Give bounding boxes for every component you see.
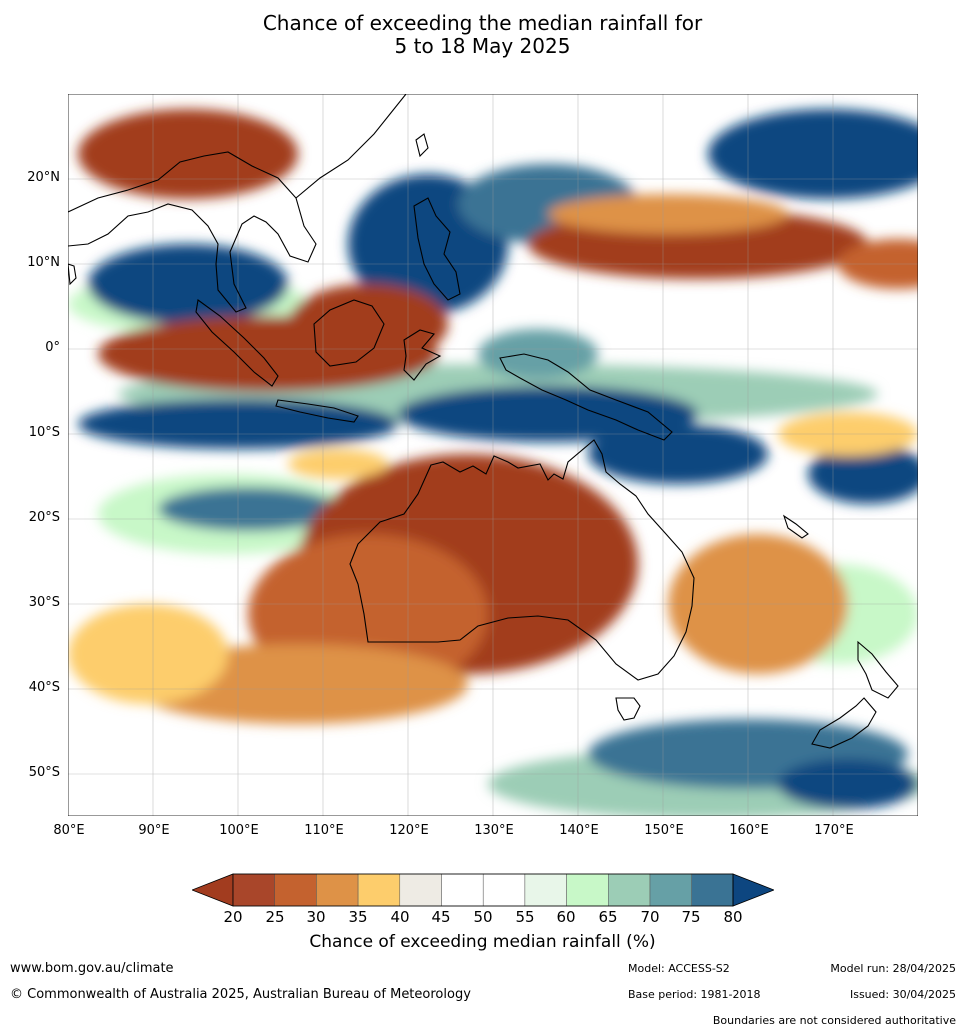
- colorbar-tick-40: 40: [390, 908, 410, 926]
- base-period: Base period: 1981-2018: [628, 988, 761, 1001]
- colorbar-tick-50: 50: [473, 908, 493, 926]
- colorbar-cell-60-65: [566, 873, 609, 907]
- colorbar: [190, 873, 776, 907]
- lon-label-110e: 110°E: [304, 823, 344, 838]
- colorbar-tick-45: 45: [431, 908, 451, 926]
- lat-label-0: 0°: [45, 340, 60, 355]
- lat-label-40s: 40°S: [28, 680, 60, 695]
- australia-coastline: [349, 439, 695, 681]
- colorbar-cell-70-75: [649, 873, 692, 907]
- new-caledonia-coastline: [782, 514, 809, 539]
- lon-label-80e: 80°E: [53, 823, 85, 838]
- coastlines: [68, 94, 899, 749]
- colorbar-tick-30: 30: [306, 908, 326, 926]
- philippines-coastline: [413, 197, 461, 301]
- colorbar-high-extend: [732, 873, 776, 907]
- lon-label-90e: 90°E: [138, 823, 170, 838]
- model-name: Model: ACCESS-S2: [628, 962, 730, 975]
- borneo-coastline: [313, 299, 385, 367]
- new-zealand-north-coastline: [857, 640, 899, 699]
- colorbar-tick-70: 70: [640, 908, 660, 926]
- colorbar-cell-65-70: [608, 873, 651, 907]
- model-run-date: Model run: 28/04/2025: [830, 962, 956, 975]
- lat-label-30s: 30°S: [28, 595, 60, 610]
- mainland-asia-north-coastline: [295, 94, 407, 199]
- colorbar-cell-20-25: [232, 873, 275, 907]
- colorbar-tick-75: 75: [681, 908, 701, 926]
- lon-label-170e: 170°E: [814, 823, 854, 838]
- rainfall-map: [68, 94, 918, 816]
- colorbar-cell-55-60: [524, 873, 567, 907]
- graticule: [68, 94, 918, 816]
- colorbar-title: Chance of exceeding median rainfall (%): [309, 932, 656, 952]
- lon-label-150e: 150°E: [644, 823, 684, 838]
- copyright-text: © Commonwealth of Australia 2025, Austra…: [10, 987, 471, 1002]
- tasmania-coastline: [615, 697, 641, 721]
- colorbar-cell-30-35: [316, 873, 359, 907]
- colorbar-cell-35-40: [357, 873, 401, 907]
- lon-label-160e: 160°E: [729, 823, 769, 838]
- colorbar-tick-35: 35: [348, 908, 368, 926]
- new-zealand-south-coastline: [811, 697, 877, 749]
- colorbar-cell-50-55: [482, 873, 526, 907]
- colorbar-cell-25-30: [274, 873, 317, 907]
- lat-label-10n: 10°N: [27, 255, 60, 270]
- colorbar-cell-40-45: [399, 873, 442, 907]
- sumatra-coastline: [195, 299, 279, 387]
- mainland-asia-coastline: [68, 151, 317, 313]
- lat-label-50s: 50°S: [28, 765, 60, 780]
- lat-label-20n: 20°N: [27, 170, 60, 185]
- colorbar-tick-20: 20: [223, 908, 243, 926]
- colorbar-tick-80: 80: [723, 908, 743, 926]
- taiwan-coastline: [415, 133, 429, 158]
- lon-label-100e: 100°E: [219, 823, 259, 838]
- colorbar-tick-25: 25: [265, 908, 285, 926]
- lon-label-140e: 140°E: [559, 823, 599, 838]
- lon-label-130e: 130°E: [474, 823, 514, 838]
- colorbar-low-extend: [190, 873, 234, 907]
- java-coastline: [275, 399, 359, 423]
- boundaries-disclaimer: Boundaries are not considered authoritat…: [712, 1014, 956, 1027]
- colorbar-tick-60: 60: [556, 908, 576, 926]
- map-title-line2: 5 to 18 May 2025: [394, 34, 571, 58]
- lat-label-10s: 10°S: [28, 425, 60, 440]
- map-title-line1: Chance of exceeding the median rainfall …: [262, 11, 703, 35]
- new-guinea-coastline: [499, 353, 673, 441]
- colorbar-tick-65: 65: [598, 908, 618, 926]
- lat-label-20s: 20°S: [28, 510, 60, 525]
- colorbar-tick-55: 55: [515, 908, 535, 926]
- sulawesi-coastline: [403, 329, 442, 381]
- colorbar-cell-45-50: [441, 873, 484, 907]
- sri-lanka-coastline: [68, 263, 77, 286]
- lon-label-120e: 120°E: [389, 823, 429, 838]
- colorbar-cell-75-80: [691, 873, 734, 907]
- website-link[interactable]: www.bom.gov.au/climate: [10, 961, 174, 976]
- issued-date: Issued: 30/04/2025: [849, 988, 956, 1001]
